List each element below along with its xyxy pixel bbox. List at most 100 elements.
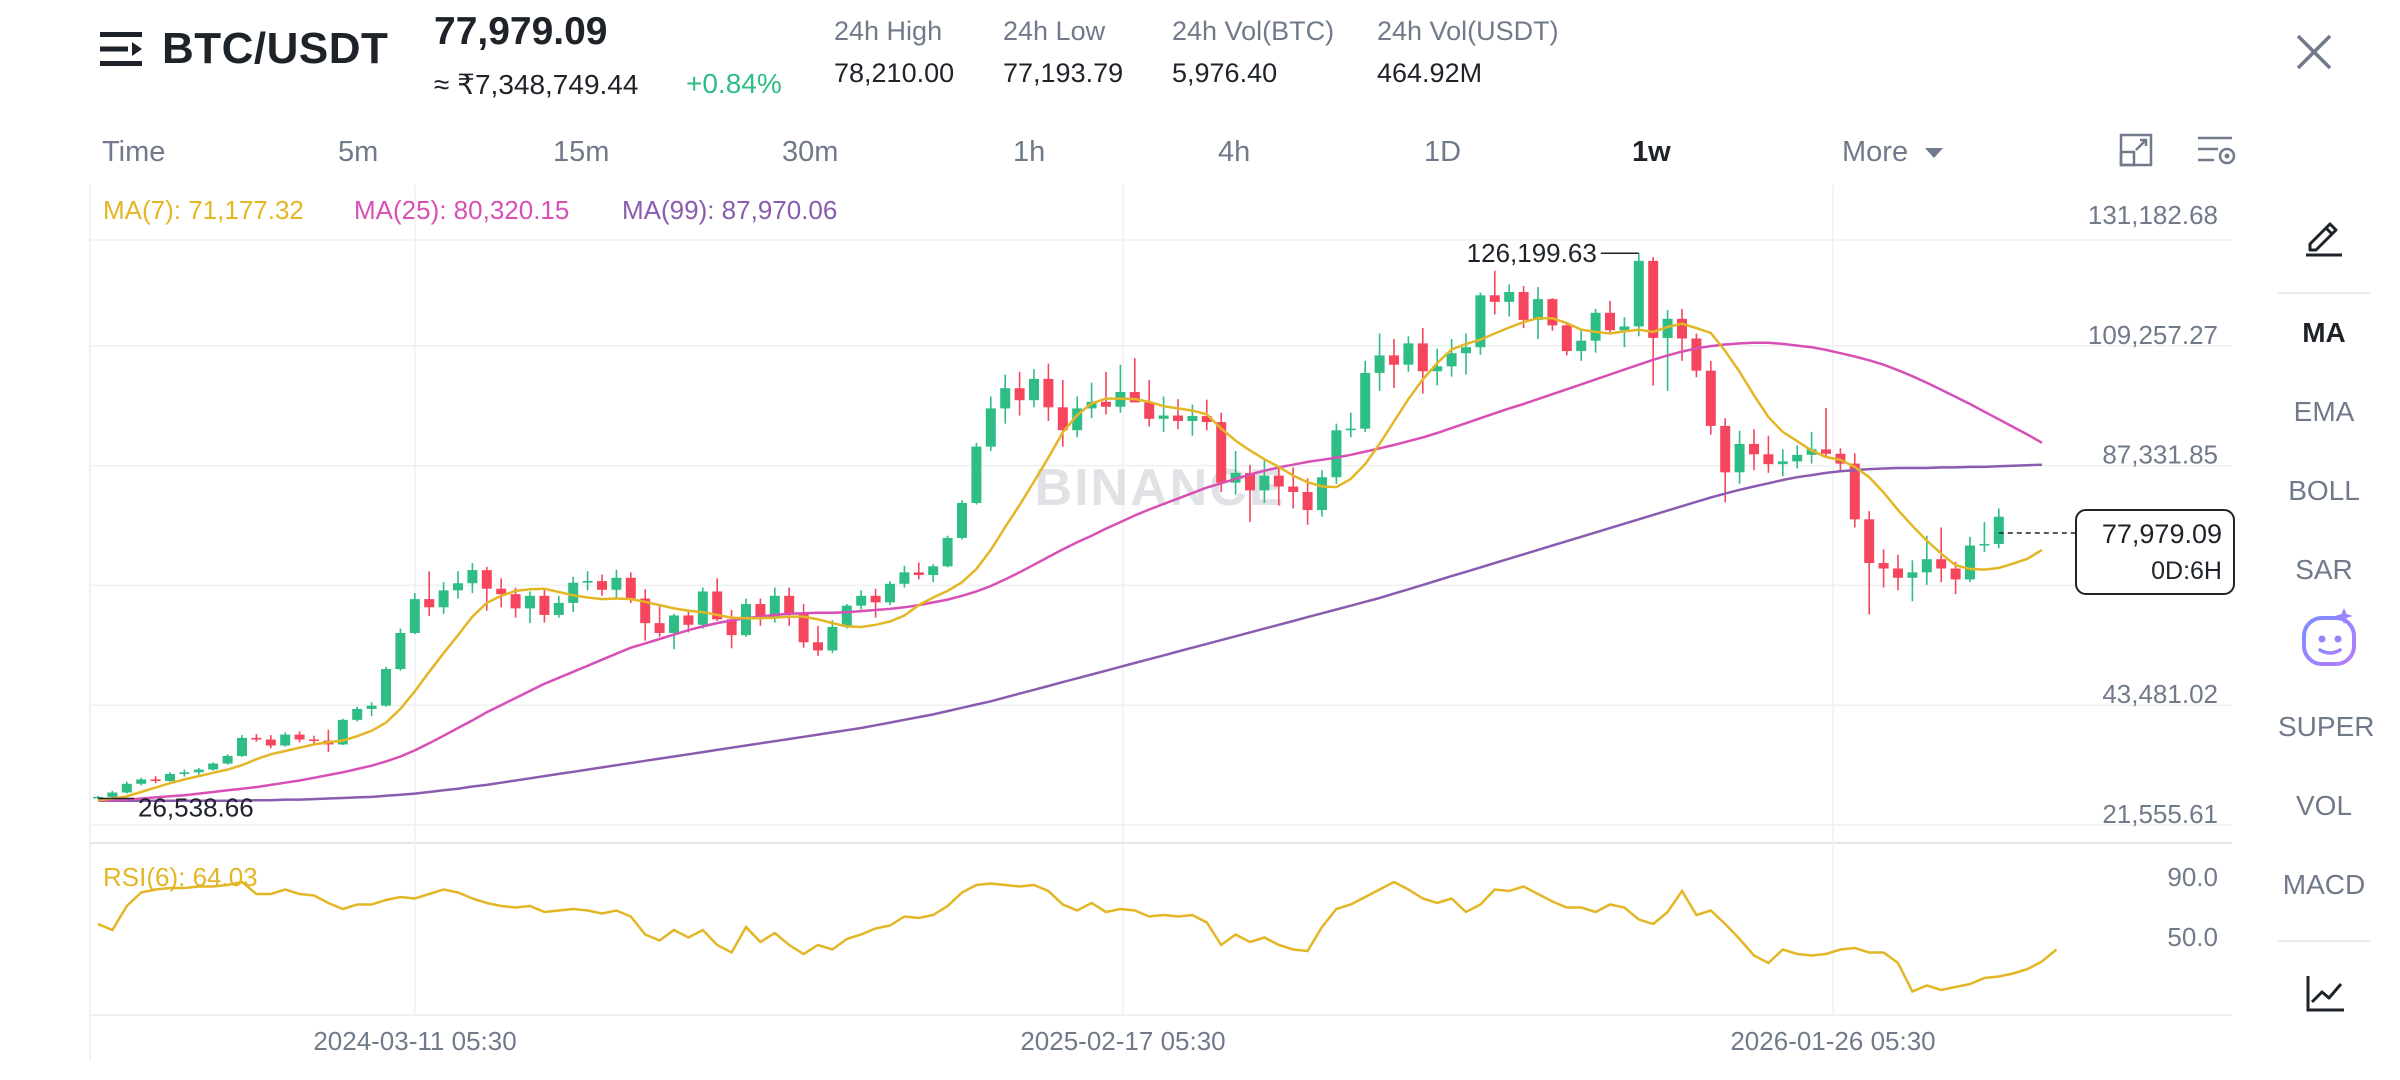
chart-grid bbox=[89, 185, 2232, 1060]
candle-body bbox=[496, 588, 507, 595]
ma99-value: MA(99): 87,970.06 bbox=[622, 195, 838, 225]
tab-30m[interactable]: 30m bbox=[782, 136, 839, 168]
candle-body bbox=[568, 582, 579, 603]
candle-body bbox=[913, 572, 924, 576]
x-axis-label: 2026-01-26 05:30 bbox=[1730, 1026, 1935, 1056]
candle-body bbox=[1216, 422, 1227, 483]
candle-body bbox=[611, 577, 622, 590]
candle-body bbox=[1389, 355, 1399, 365]
pair-title[interactable]: BTC/USDT bbox=[162, 24, 389, 73]
toolbar-divider bbox=[2278, 292, 2370, 294]
candle-body bbox=[1417, 343, 1428, 372]
candle-body bbox=[1230, 472, 1241, 483]
y-axis-label: 87,331.85 bbox=[2102, 440, 2218, 470]
candle-body bbox=[1561, 325, 1572, 352]
indicator-chart-icon[interactable] bbox=[2302, 972, 2346, 1016]
candle-body bbox=[1835, 453, 1846, 464]
candle-body bbox=[1749, 443, 1759, 455]
candle-body bbox=[179, 772, 190, 774]
candle-body bbox=[1777, 461, 1788, 465]
stat-label-24h-high: 24h High bbox=[834, 16, 943, 46]
candle-body bbox=[1662, 318, 1673, 338]
close-icon[interactable] bbox=[2292, 30, 2336, 74]
indicator-macd[interactable]: MACD bbox=[2282, 869, 2366, 900]
indicator-ema[interactable]: EMA bbox=[2293, 396, 2355, 427]
candle-body bbox=[1446, 353, 1457, 367]
candle-body bbox=[1360, 372, 1371, 429]
ma7-value: MA(7): 71,177.32 bbox=[103, 195, 304, 225]
change-percent: +0.84% bbox=[686, 68, 782, 99]
candle-body bbox=[1259, 475, 1270, 491]
tab-time[interactable]: Time bbox=[102, 136, 166, 168]
candle-body bbox=[928, 566, 939, 576]
candle-body bbox=[726, 619, 737, 636]
candle-body bbox=[1144, 402, 1155, 419]
candle-body bbox=[1461, 347, 1471, 354]
candle-body bbox=[1979, 543, 1990, 546]
candle-body bbox=[827, 626, 838, 651]
tab-4h[interactable]: 4h bbox=[1218, 136, 1251, 168]
tab-more[interactable]: More bbox=[1842, 136, 1944, 169]
candle-body bbox=[1691, 338, 1702, 371]
stat-value-24h-vol-usdt: 464.92M bbox=[1377, 58, 1483, 88]
draw-pencil-icon[interactable] bbox=[2302, 214, 2346, 258]
candle-body bbox=[640, 598, 651, 624]
candle-body bbox=[352, 708, 363, 720]
candle-body bbox=[136, 779, 147, 784]
indicator-boll[interactable]: BOLL bbox=[2288, 475, 2360, 506]
candle-body bbox=[1187, 416, 1198, 421]
tab-more-label: More bbox=[1842, 136, 1909, 168]
fullscreen-icon[interactable] bbox=[2118, 132, 2154, 168]
candle-body bbox=[481, 570, 492, 589]
candle-body bbox=[942, 537, 953, 567]
candle-body bbox=[1907, 572, 1918, 578]
candle-body bbox=[683, 615, 694, 625]
menu-lines-icon[interactable] bbox=[98, 26, 144, 72]
stat-label-24h-low: 24h Low bbox=[1003, 16, 1106, 46]
candle-body bbox=[237, 737, 247, 756]
ai-assistant-icon[interactable] bbox=[2298, 606, 2362, 670]
indicator-sar[interactable]: SAR bbox=[2295, 554, 2353, 585]
indicator-super[interactable]: SUPER bbox=[2278, 711, 2375, 742]
candle-body bbox=[769, 595, 780, 618]
candle-body bbox=[1619, 326, 1630, 331]
candle-body bbox=[1288, 486, 1299, 493]
candle-body bbox=[323, 740, 334, 745]
indicator-ma[interactable]: MA bbox=[2302, 317, 2346, 348]
candle-body bbox=[366, 705, 377, 709]
candle-body bbox=[985, 408, 996, 447]
candle-body bbox=[1115, 392, 1126, 407]
min-price-marker: 26,538.66 bbox=[138, 793, 254, 823]
candle-body bbox=[1504, 292, 1515, 302]
candle-body bbox=[1533, 299, 1543, 320]
candle-body bbox=[798, 613, 809, 643]
watermark: BINANCE bbox=[1035, 459, 1286, 517]
ma25-value: MA(25): 80,320.15 bbox=[354, 195, 570, 225]
ma99-line bbox=[98, 463, 2043, 802]
tab-1d[interactable]: 1D bbox=[1424, 136, 1462, 168]
y-axis-label: 131,182.68 bbox=[2088, 200, 2218, 230]
candle-body bbox=[1993, 516, 2004, 544]
candle-body bbox=[1734, 443, 1745, 473]
candle-body bbox=[741, 604, 751, 636]
tab-15m[interactable]: 15m bbox=[553, 136, 610, 168]
rsi-axis-label: 50.0 bbox=[2167, 922, 2218, 952]
candle-body bbox=[697, 591, 708, 625]
stat-value-24h-vol-btc: 5,976.40 bbox=[1172, 58, 1278, 88]
candle-body bbox=[1806, 449, 1817, 455]
countdown-label: 0D:6H bbox=[2151, 557, 2222, 585]
rsi-axis-label: 90.0 bbox=[2167, 862, 2218, 892]
candle-body bbox=[438, 590, 449, 608]
tab-1w[interactable]: 1w bbox=[1632, 136, 1671, 168]
chart-settings-icon[interactable] bbox=[2196, 132, 2236, 168]
candle-body bbox=[1158, 415, 1169, 419]
tab-5m[interactable]: 5m bbox=[338, 136, 379, 168]
candle-body bbox=[1000, 388, 1011, 409]
candle-body bbox=[1936, 559, 1947, 569]
indicator-vol[interactable]: VOL bbox=[2295, 790, 2353, 821]
candle-body bbox=[1014, 388, 1025, 401]
tab-1h[interactable]: 1h bbox=[1013, 136, 1046, 168]
candle-body bbox=[1878, 563, 1889, 569]
candle-body bbox=[107, 792, 118, 797]
candle-body bbox=[93, 796, 103, 799]
